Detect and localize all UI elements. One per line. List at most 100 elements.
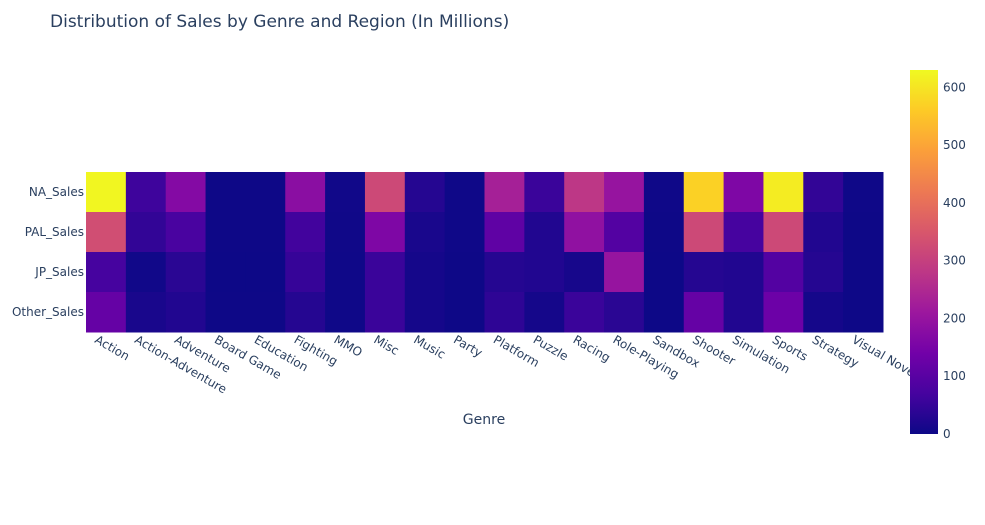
colorbar-tick-label: 0	[943, 427, 951, 441]
y-tick-label: JP_Sales	[34, 265, 84, 279]
heatmap-cell	[564, 252, 605, 293]
heatmap-cell	[285, 172, 326, 213]
heatmap-cell	[404, 252, 446, 293]
heatmap-cell	[245, 252, 286, 293]
heatmap-cell	[683, 172, 725, 213]
y-tick-label: Other_Sales	[12, 305, 84, 319]
heatmap-cell	[524, 172, 565, 213]
x-axis-title: Genre	[463, 412, 505, 428]
colorbar-tick-label: 100	[943, 369, 966, 383]
heatmap-cell	[325, 252, 366, 293]
heatmap-cell	[643, 172, 685, 213]
heatmap-cell	[564, 212, 605, 253]
heatmap-cell	[803, 212, 844, 253]
heatmap-cell	[763, 212, 804, 253]
heatmap-cell	[285, 252, 326, 293]
heatmap-cell	[524, 252, 565, 293]
heatmap-cell	[245, 212, 286, 253]
heatmap-cell	[86, 172, 127, 213]
heatmap-cell	[843, 292, 884, 333]
heatmap-cell	[404, 292, 446, 333]
heatmap-cell	[643, 292, 685, 333]
heatmap-cell	[604, 212, 645, 253]
heatmap-cell	[325, 172, 366, 213]
heatmap-cell	[604, 292, 645, 333]
heatmap-cell	[325, 212, 366, 253]
heatmap-cell	[723, 212, 764, 253]
colorbar-tick-label: 400	[943, 196, 966, 210]
heatmap-cell	[683, 212, 725, 253]
heatmap-cell	[604, 252, 645, 293]
heatmap-cell	[165, 172, 207, 213]
heatmap-cell	[364, 212, 406, 253]
y-tick-label: NA_Sales	[29, 185, 84, 199]
heatmap-cell	[683, 252, 725, 293]
x-tick-label: Party	[451, 332, 485, 360]
heatmap-cell	[404, 172, 446, 213]
heatmap-cell	[843, 212, 884, 253]
heatmap-cell	[484, 292, 525, 333]
heatmap-cell	[564, 292, 605, 333]
heatmap-cell	[843, 172, 884, 213]
x-tick-label: Music	[411, 332, 448, 361]
heatmap-cell	[444, 292, 485, 333]
heatmap-cells	[86, 172, 884, 333]
heatmap-cell	[86, 292, 127, 333]
heatmap-cell	[683, 292, 725, 333]
heatmap-cell	[643, 252, 685, 293]
heatmap-cell	[763, 292, 804, 333]
heatmap-cell	[444, 172, 485, 213]
colorbar-tick-label: 500	[943, 138, 966, 152]
chart-title: Distribution of Sales by Genre and Regio…	[50, 12, 510, 32]
heatmap-cell	[803, 292, 844, 333]
colorbar-tick-label: 600	[943, 80, 966, 94]
y-tick-label: PAL_Sales	[25, 225, 84, 239]
heatmap-cell	[125, 212, 167, 253]
heatmap-cell	[444, 212, 485, 253]
heatmap-cell	[604, 172, 645, 213]
heatmap-cell	[723, 292, 764, 333]
x-tick-label: Misc	[371, 332, 401, 357]
heatmap-cell	[285, 212, 326, 253]
x-tick-label: Action	[92, 332, 132, 363]
heatmap-cell	[524, 212, 565, 253]
colorbar-tick-label: 300	[943, 254, 966, 268]
heatmap-cell	[325, 292, 366, 333]
heatmap-cell	[643, 212, 685, 253]
heatmap-cell	[205, 172, 246, 213]
heatmap-cell	[86, 212, 127, 253]
heatmap-cell	[205, 252, 246, 293]
heatmap-cell	[484, 172, 525, 213]
heatmap-cell	[205, 212, 246, 253]
heatmap-cell	[723, 172, 764, 213]
heatmap-cell	[524, 292, 565, 333]
heatmap-cell	[125, 172, 167, 213]
heatmap-cell	[723, 252, 764, 293]
heatmap-cell	[165, 252, 207, 293]
heatmap-cell	[763, 172, 804, 213]
heatmap-cell	[803, 252, 844, 293]
heatmap-cell	[285, 292, 326, 333]
heatmap-cell	[205, 292, 246, 333]
colorbar-ticks: 0 100 200 300 400 500 600	[943, 80, 966, 441]
heatmap-cell	[364, 292, 406, 333]
heatmap-cell	[364, 172, 406, 213]
heatmap-cell	[165, 212, 207, 253]
colorbar-gradient	[910, 70, 938, 434]
colorbar-tick-label: 200	[943, 311, 966, 325]
heatmap-cell	[86, 252, 127, 293]
heatmap-cell	[484, 212, 525, 253]
heatmap-cell	[484, 252, 525, 293]
heatmap-cell	[763, 252, 804, 293]
x-tick-label: Racing	[571, 332, 613, 364]
heatmap-cell	[564, 172, 605, 213]
heatmap-cell	[364, 252, 406, 293]
heatmap-cell	[404, 212, 446, 253]
heatmap-cell	[125, 252, 167, 293]
heatmap-cell	[444, 252, 485, 293]
heatmap-cell	[245, 172, 286, 213]
heatmap-cell	[165, 292, 207, 333]
heatmap-cell	[125, 292, 167, 333]
